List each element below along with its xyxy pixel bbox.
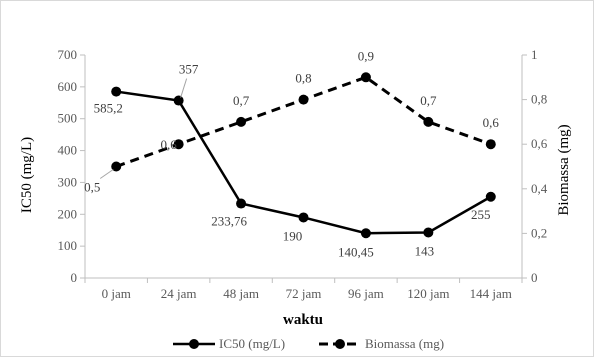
- ic50-point: [298, 212, 309, 223]
- y-tick-label: 600: [58, 79, 78, 94]
- biomassa-data-label: 0,7: [420, 93, 437, 108]
- ic50-point: [111, 86, 122, 97]
- y-tick-label: 100: [58, 238, 78, 253]
- x-tick-label: 120 jam: [407, 286, 449, 301]
- y2-tick-label: 1: [531, 47, 538, 62]
- y2-axis-label: Biomassa (mg): [556, 124, 572, 215]
- y-tick-label: 200: [58, 206, 78, 221]
- ic50-data-label: 255: [471, 207, 491, 222]
- ic50-point: [423, 227, 434, 238]
- ic50-data-label: 140,45: [338, 244, 374, 259]
- y2-tick-label: 0: [531, 270, 538, 285]
- biomassa-point: [298, 94, 309, 105]
- x-tick-label: 96 jam: [348, 286, 384, 301]
- biomassa-data-label: 0,5: [84, 180, 100, 195]
- y-axis-label: IC50 (mg/L): [19, 137, 35, 213]
- biomassa-data-label: 0,6: [161, 137, 178, 152]
- y2-tick-label: 0,2: [531, 225, 547, 240]
- biomassa-point: [423, 116, 434, 127]
- legend-biomassa-label: Biomassa (mg): [365, 336, 444, 351]
- y-tick-label: 0: [71, 270, 78, 285]
- biomassa-data-label: 0,9: [358, 48, 374, 63]
- x-axis-ticks: 0 jam 24 jam 48 jam 72 jam 96 jam 120 jam 144 …: [84, 278, 523, 301]
- biomassa-data-label: 0,8: [295, 71, 311, 86]
- ic50-line: [116, 90, 492, 235]
- biomassa-data-label: 0,6: [483, 115, 500, 130]
- biomassa-point: [173, 139, 184, 150]
- legend: IC50 (mg/L) Biomassa (mg): [173, 336, 444, 351]
- x-tick-label: 0 jam: [102, 286, 131, 301]
- legend-ic50-label: IC50 (mg/L): [219, 336, 285, 351]
- x-tick-label: 72 jam: [286, 286, 322, 301]
- series-group: [111, 72, 496, 239]
- y-tick-label: 700: [58, 47, 78, 62]
- biomassa-data-label: 0,7: [233, 93, 250, 108]
- y2-tick-label: 0,4: [531, 181, 548, 196]
- x-tick-label: 24 jam: [161, 286, 197, 301]
- leader-line: [180, 78, 188, 98]
- y2-tick-label: 0,8: [531, 92, 547, 107]
- axes: [84, 55, 523, 279]
- right-axis-ticks: 0 0,2 0,4 0,6 0,8 1: [522, 47, 548, 285]
- ic50-data-label: 233,76: [211, 214, 247, 229]
- ic50-point: [236, 198, 247, 209]
- x-tick-label: 144 jam: [470, 286, 512, 301]
- y-tick-label: 400: [58, 143, 78, 158]
- ic50-data-label: 143: [415, 243, 435, 258]
- ic50-point: [360, 228, 371, 239]
- data-labels: 585,2 357 233,76 190 140,45 143 255 0,5 0,6 0,7 0,…: [84, 48, 499, 259]
- ic50-data-label: 357: [179, 62, 199, 77]
- leader-line: [99, 169, 114, 179]
- y2-tick-label: 0,6: [531, 136, 548, 151]
- ic50-data-label: 190: [283, 228, 303, 243]
- biomassa-point: [485, 139, 496, 150]
- x-tick-label: 48 jam: [223, 286, 259, 301]
- ic50-point: [173, 95, 184, 106]
- biomassa-point: [360, 72, 371, 83]
- biomassa-point: [111, 161, 122, 172]
- legend-ic50-marker: [189, 339, 199, 349]
- y-tick-label: 300: [58, 174, 78, 189]
- left-axis-ticks: 0 100 200 300 400 500 600 700: [58, 47, 85, 285]
- ic50-point: [485, 191, 496, 202]
- legend-biomassa-marker: [335, 339, 345, 349]
- y-tick-label: 500: [58, 111, 78, 126]
- biomassa-point: [236, 116, 247, 127]
- ic50-data-label: 585,2: [94, 101, 123, 116]
- biomassa-line: [115, 75, 492, 168]
- x-axis-label: waktu: [283, 312, 323, 328]
